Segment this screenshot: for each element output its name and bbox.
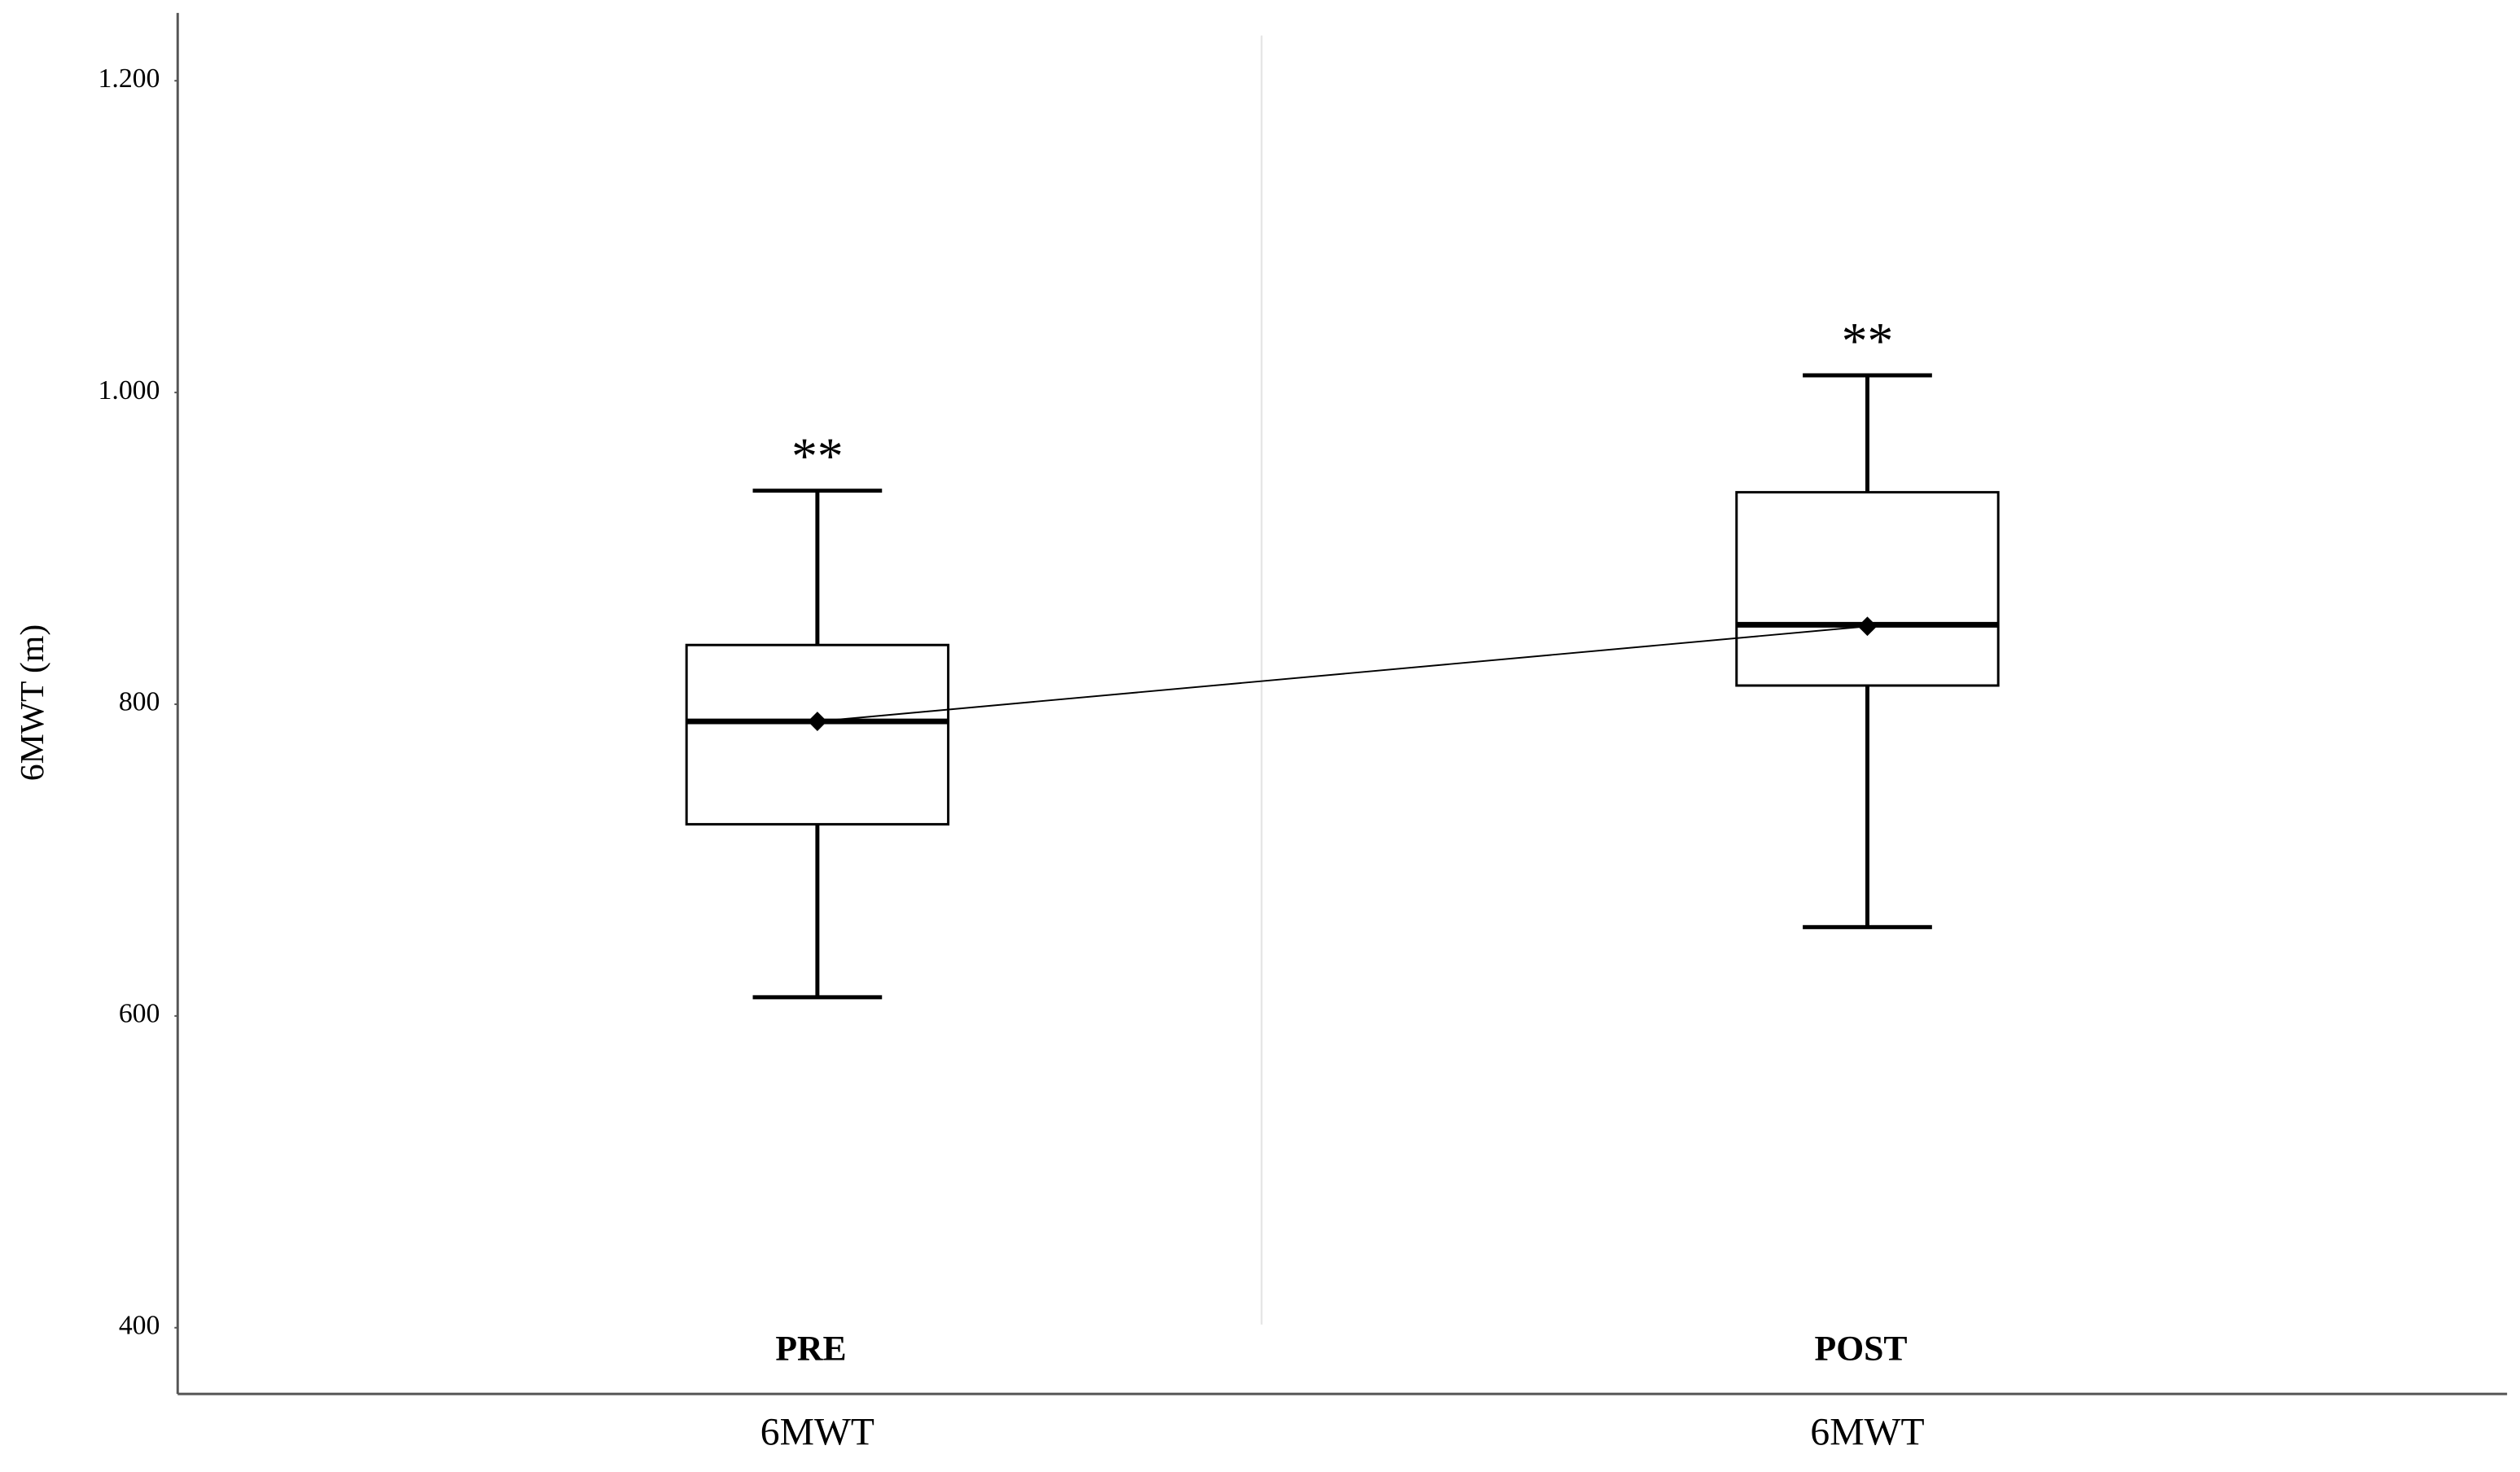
x-tick-label: 6MWT xyxy=(760,1412,874,1454)
mean-marker xyxy=(807,712,827,731)
y-tick-label: 1.200 xyxy=(99,64,160,94)
y-tick-label: 600 xyxy=(119,999,160,1029)
category-label: POST xyxy=(1815,1330,1908,1369)
box xyxy=(685,643,950,826)
annotation: ** xyxy=(1842,312,1893,370)
x-tick-label: 6MWT xyxy=(1810,1412,1924,1454)
category-label: PRE xyxy=(775,1330,846,1369)
y-axis-label: 6MWT (m) xyxy=(14,624,51,781)
mean-line xyxy=(817,625,1868,723)
y-tick-label: 400 xyxy=(119,1311,160,1341)
annotation: ** xyxy=(791,427,843,485)
y-tick-label: 800 xyxy=(119,687,160,717)
mean-marker xyxy=(1857,616,1878,637)
box xyxy=(1735,491,2000,687)
y-tick-label: 1.000 xyxy=(99,375,160,405)
